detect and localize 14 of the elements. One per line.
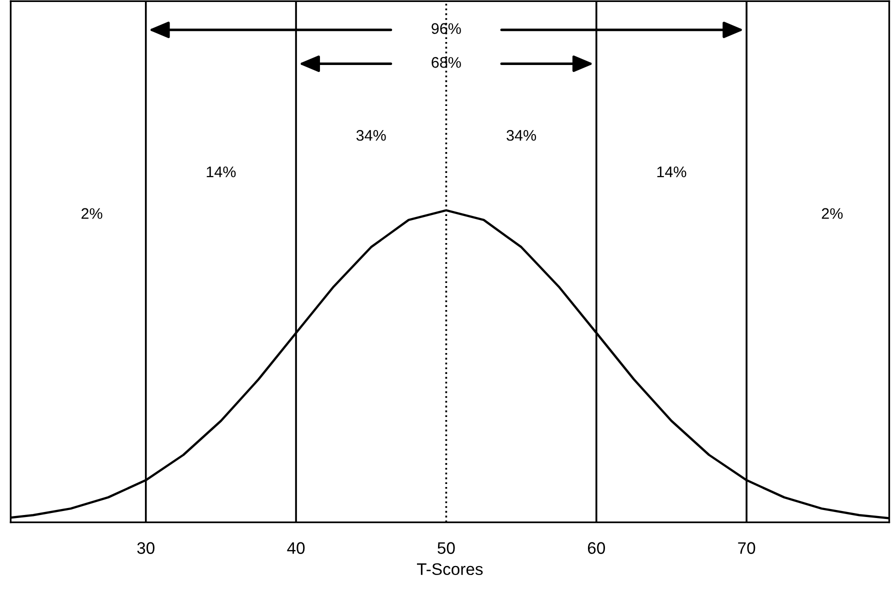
- x-tick-label: 40: [287, 542, 305, 554]
- text: 14%: [657, 166, 686, 178]
- text: 34%: [506, 130, 536, 141]
- annotation: 2%: [82, 208, 102, 219]
- x-tick-label: 70: [738, 542, 756, 554]
- text: 96%: [432, 23, 461, 34]
- text: 34%: [356, 130, 386, 141]
- text: 68%: [432, 57, 461, 68]
- x-axis-title: T-Scores: [416, 563, 483, 576]
- x-tick-label: 60: [588, 542, 605, 554]
- x-tick-label: 50: [438, 542, 455, 554]
- text: 14%: [206, 166, 236, 178]
- annotation: 2%: [822, 208, 843, 219]
- x-tick-label: 30: [137, 542, 154, 554]
